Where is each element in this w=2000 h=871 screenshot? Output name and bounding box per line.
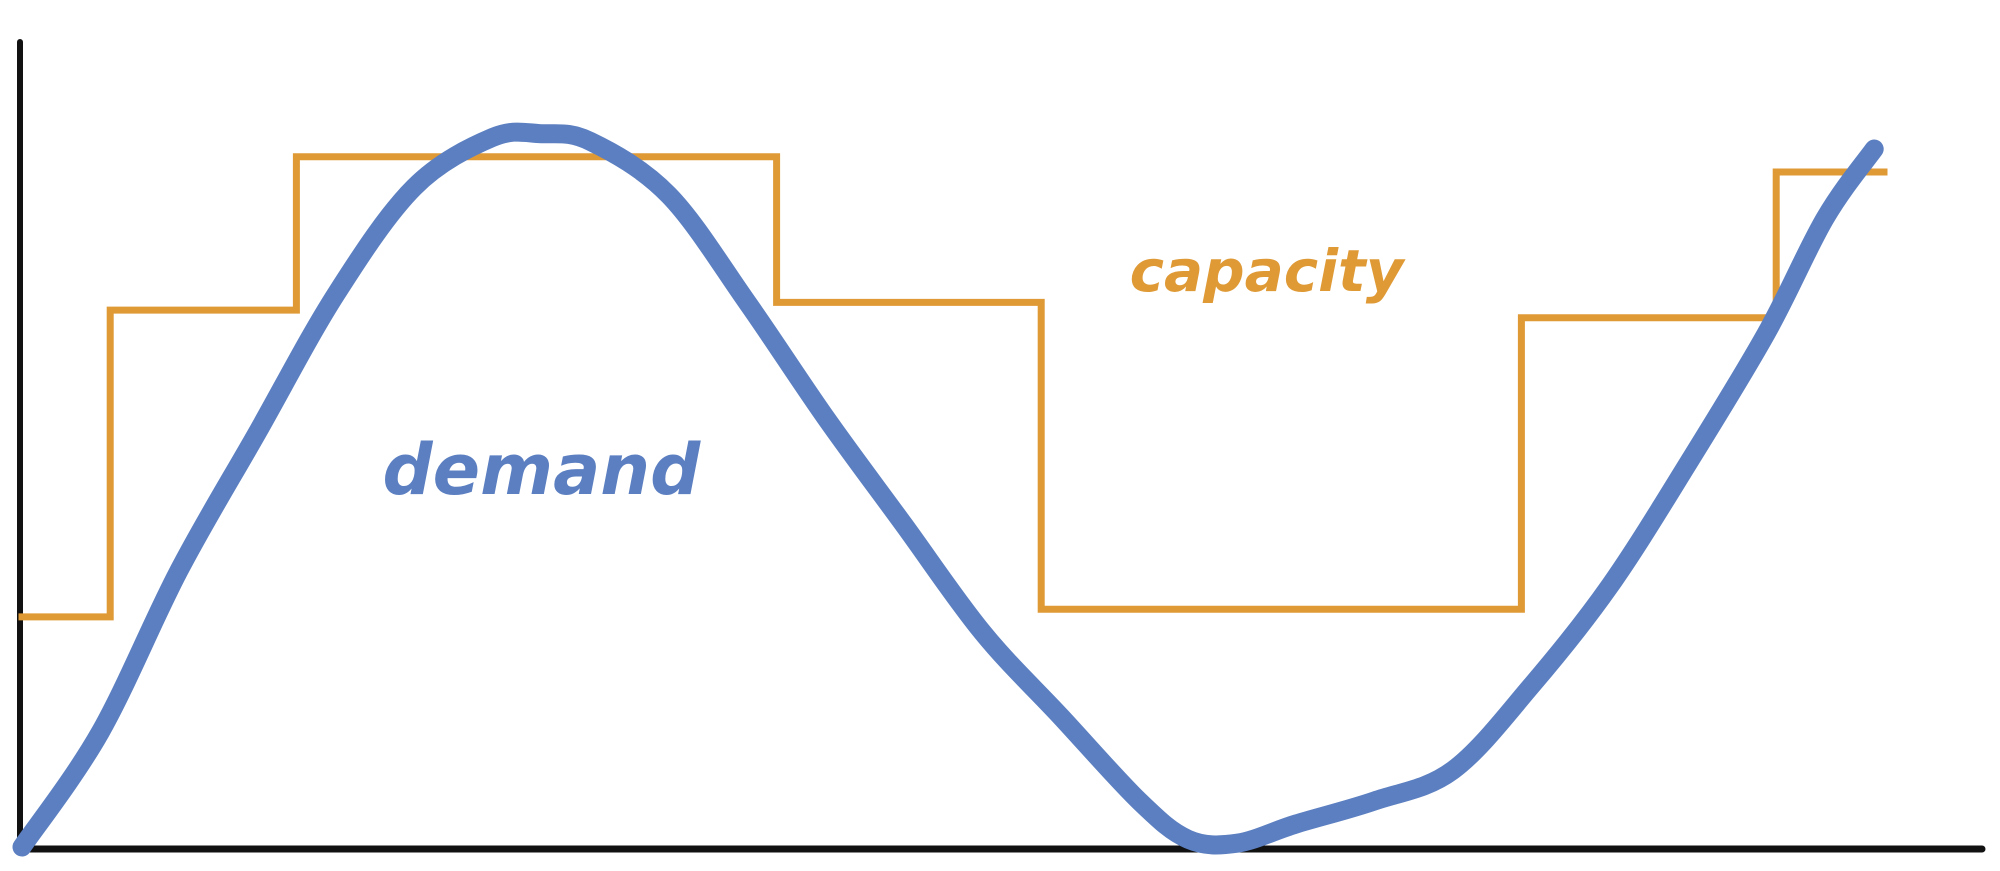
demand-series-line: [12, 122, 1884, 857]
capacity-series-label: capacity: [1130, 237, 1406, 305]
demand-series-label: demand: [383, 429, 702, 511]
capacity-series-line: [18, 153, 1888, 621]
